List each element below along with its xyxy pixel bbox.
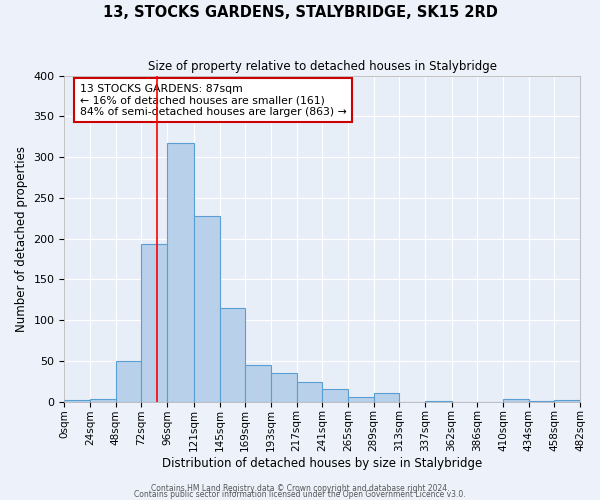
Title: Size of property relative to detached houses in Stalybridge: Size of property relative to detached ho… [148, 60, 497, 73]
Bar [374, 392, 399, 402]
Bar [167, 143, 194, 402]
Bar [220, 308, 245, 402]
Text: 13, STOCKS GARDENS, STALYBRIDGE, SK15 2RD: 13, STOCKS GARDENS, STALYBRIDGE, SK15 2R… [103, 5, 497, 20]
Text: Contains HM Land Registry data © Crown copyright and database right 2024.: Contains HM Land Registry data © Crown c… [151, 484, 449, 493]
Text: 13 STOCKS GARDENS: 87sqm
← 16% of detached houses are smaller (161)
84% of semi-: 13 STOCKS GARDENS: 87sqm ← 16% of detach… [80, 84, 347, 117]
Bar [64, 400, 90, 402]
Bar [245, 365, 271, 402]
Bar [116, 361, 142, 402]
Text: Contains public sector information licensed under the Open Government Licence v3: Contains public sector information licen… [134, 490, 466, 499]
Y-axis label: Number of detached properties: Number of detached properties [15, 146, 28, 332]
Bar [90, 399, 116, 402]
Bar [296, 382, 322, 402]
Bar [142, 244, 167, 402]
Bar [271, 373, 296, 402]
Bar [194, 216, 220, 402]
Bar [529, 401, 554, 402]
Bar [322, 390, 348, 402]
Bar [554, 400, 580, 402]
X-axis label: Distribution of detached houses by size in Stalybridge: Distribution of detached houses by size … [162, 457, 482, 470]
Bar [348, 397, 374, 402]
Bar [425, 401, 452, 402]
Bar [503, 399, 529, 402]
